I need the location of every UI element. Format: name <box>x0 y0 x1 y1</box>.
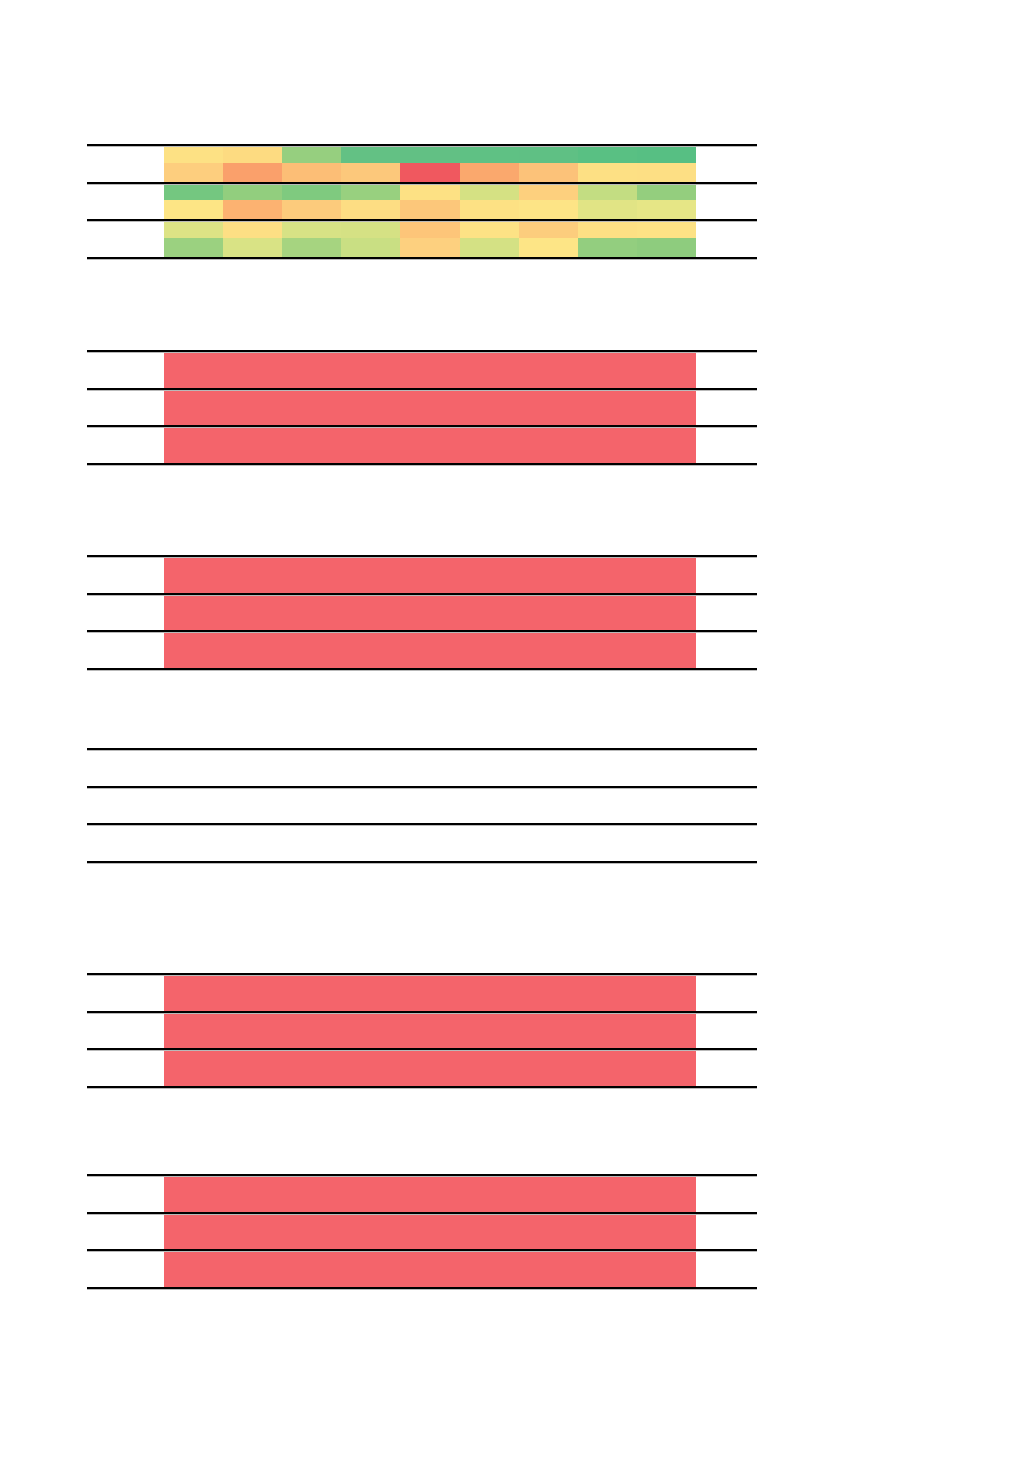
heatmap-cell[interactable] <box>341 181 401 201</box>
staff-rule-line <box>87 785 757 789</box>
heatmap-cell[interactable] <box>164 162 224 182</box>
staff-rule-line <box>87 350 757 353</box>
heatmap-row <box>164 219 696 238</box>
heatmap-cell[interactable] <box>223 219 283 238</box>
heatmap-cell[interactable] <box>459 219 519 238</box>
solid-fill-band <box>164 1174 696 1287</box>
heatmap-row <box>164 237 696 257</box>
heatmap-row <box>164 181 696 201</box>
heatmap-cell[interactable] <box>223 181 283 201</box>
heatmap-cell[interactable] <box>223 144 283 163</box>
heatmap-cell[interactable] <box>282 219 342 238</box>
staff-rule-line <box>87 462 757 466</box>
heatmap-cell[interactable] <box>164 200 224 219</box>
heatmap-cell[interactable] <box>164 144 224 163</box>
staff-rule-line <box>87 1286 757 1290</box>
heatmap-cell[interactable] <box>636 144 696 163</box>
heatmap-band <box>164 219 696 257</box>
staff-rule-line <box>87 667 757 671</box>
staff-rule-line <box>87 748 757 751</box>
heatmap-cell[interactable] <box>282 237 342 257</box>
heatmap-band <box>164 144 696 182</box>
heatmap-cell[interactable] <box>636 237 696 257</box>
staff-rule-line <box>87 387 757 391</box>
staff-rule-line <box>87 630 757 633</box>
heatmap-cell[interactable] <box>400 162 460 182</box>
staff-rule-line <box>87 973 757 976</box>
heatmap-cell[interactable] <box>577 144 637 163</box>
heatmap-row <box>164 162 696 182</box>
staff-rule-line <box>87 860 757 864</box>
heatmap-cell[interactable] <box>636 162 696 182</box>
heatmap-cell[interactable] <box>282 181 342 201</box>
heatmap-cell[interactable] <box>636 219 696 238</box>
heatmap-cell[interactable] <box>518 219 578 238</box>
heatmap-cell[interactable] <box>400 237 460 257</box>
heatmap-row <box>164 144 696 163</box>
heatmap-cell[interactable] <box>459 162 519 182</box>
heatmap-cell[interactable] <box>518 200 578 219</box>
heatmap-cell[interactable] <box>459 144 519 163</box>
heatmap-cell[interactable] <box>577 237 637 257</box>
solid-fill-band <box>164 973 696 1086</box>
heatmap-cell[interactable] <box>223 200 283 219</box>
heatmap-cell[interactable] <box>459 181 519 201</box>
heatmap-cell[interactable] <box>341 144 401 163</box>
heatmap-cell[interactable] <box>400 181 460 201</box>
staff-rule-line <box>87 1174 757 1177</box>
heatmap-cell[interactable] <box>341 219 401 238</box>
heatmap-cell[interactable] <box>164 219 224 238</box>
heatmap-cell[interactable] <box>223 162 283 182</box>
heatmap-cell[interactable] <box>459 237 519 257</box>
heatmap-cell[interactable] <box>400 144 460 163</box>
staff-rule-line <box>87 592 757 596</box>
solid-fill-band <box>164 555 696 668</box>
staff-rule-line <box>87 1249 757 1252</box>
heatmap-cell[interactable] <box>341 200 401 219</box>
staff-rule-line <box>87 555 757 558</box>
heatmap-cell[interactable] <box>164 237 224 257</box>
staff-rule-line <box>87 256 757 260</box>
heatmap-cell[interactable] <box>282 162 342 182</box>
heatmap-cell[interactable] <box>400 219 460 238</box>
heatmap-cell[interactable] <box>577 181 637 201</box>
heatmap-cell[interactable] <box>518 237 578 257</box>
heatmap-cell[interactable] <box>164 181 224 201</box>
staff-rule-line <box>87 823 757 826</box>
staff-rule-line <box>87 1085 757 1089</box>
staff-rule-line <box>87 219 757 222</box>
heatmap-cell[interactable] <box>282 200 342 219</box>
staff-rule-line <box>87 1048 757 1051</box>
heatmap-cell[interactable] <box>400 200 460 219</box>
heatmap-cell[interactable] <box>518 144 578 163</box>
heatmap-cell[interactable] <box>636 181 696 201</box>
heatmap-cell[interactable] <box>341 162 401 182</box>
staff-rule-line <box>87 1010 757 1014</box>
heatmap-cell[interactable] <box>518 162 578 182</box>
heatmap-cell[interactable] <box>577 200 637 219</box>
heatmap-cell[interactable] <box>577 219 637 238</box>
heatmap-cell[interactable] <box>636 200 696 219</box>
staff-rule-line <box>87 181 757 185</box>
heatmap-grid <box>164 144 696 257</box>
heatmap-cell[interactable] <box>341 237 401 257</box>
heatmap-row <box>164 200 696 219</box>
heatmap-cell[interactable] <box>577 162 637 182</box>
heatmap-band <box>164 181 696 219</box>
heatmap-cell[interactable] <box>223 237 283 257</box>
heatmap-cell[interactable] <box>518 181 578 201</box>
staff-rule-line <box>87 425 757 428</box>
staff-rule-line <box>87 144 757 147</box>
solid-fill-band <box>164 350 696 463</box>
heatmap-cell[interactable] <box>282 144 342 163</box>
staff-rule-line <box>87 1211 757 1215</box>
heatmap-cell[interactable] <box>459 200 519 219</box>
